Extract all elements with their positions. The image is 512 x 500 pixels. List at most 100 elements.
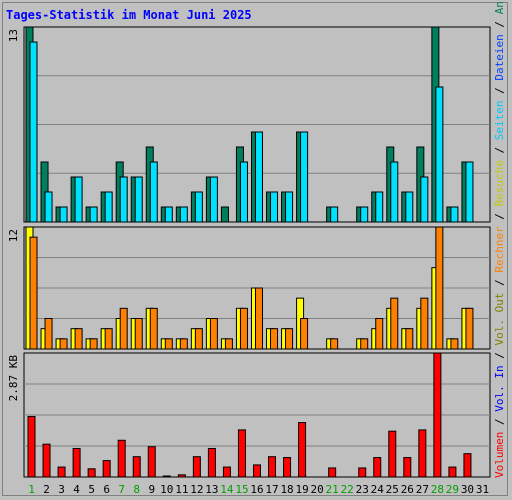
bar-rechner-day-4: [74, 328, 83, 350]
x-tick-label-day-20: 20: [311, 483, 324, 496]
bar-dateien-day-25: [390, 161, 399, 223]
bar-dateien-day-3: [59, 206, 68, 223]
x-tick-label-day-7: 7: [118, 483, 125, 496]
bar-rechner-day-28: [435, 226, 444, 350]
x-tick-label-day-17: 17: [265, 483, 278, 496]
bar-volumen-day-1: [27, 416, 36, 478]
bar-rechner-day-11: [179, 338, 188, 350]
bar-volumen-day-3: [57, 466, 66, 478]
bar-rechner-day-17: [270, 328, 279, 350]
bar-volumen-day-8: [132, 456, 141, 478]
x-tick-label-day-18: 18: [280, 483, 293, 496]
bar-rechner-day-16: [254, 287, 263, 350]
bar-dateien-day-9: [149, 161, 158, 223]
bar-rechner-day-24: [375, 318, 384, 350]
x-tick-label-day-19: 19: [295, 483, 308, 496]
bar-rechner-day-21: [330, 338, 339, 350]
bar-rechner-day-6: [104, 328, 113, 350]
bar-dateien-day-19: [300, 131, 309, 223]
bar-dateien-day-1: [29, 41, 38, 223]
bar-dateien-day-12: [194, 191, 203, 223]
x-tick-label-day-31: 31: [476, 483, 489, 496]
bar-dateien-day-21: [330, 206, 339, 223]
bar-rechner-day-13: [209, 318, 218, 350]
bar-volumen-day-13: [207, 447, 216, 478]
bar-dateien-day-24: [375, 191, 384, 223]
bar-volumen-day-27: [418, 429, 427, 478]
bar-dateien-day-13: [209, 176, 218, 223]
x-tick-label-day-15: 15: [235, 483, 248, 496]
bar-volumen-day-19: [298, 422, 307, 478]
bar-volumen-day-30: [463, 453, 472, 478]
bar-rechner-day-3: [59, 338, 68, 350]
x-tick-label-day-21: 21: [326, 483, 339, 496]
bar-dateien-day-5: [89, 206, 98, 223]
bar-volumen-day-29: [448, 466, 457, 478]
x-tick-label-day-8: 8: [133, 483, 140, 496]
x-tick-label-day-29: 29: [446, 483, 459, 496]
bar-rechner-day-30: [465, 307, 474, 350]
bar-dateien-day-15: [239, 161, 248, 223]
bar-volumen-day-7: [117, 439, 126, 478]
bar-volumen-day-26: [403, 457, 412, 478]
bar-rechner-day-9: [149, 307, 158, 350]
x-tick-label-day-1: 1: [28, 483, 35, 496]
x-tick-label-day-12: 12: [190, 483, 203, 496]
bar-volumen-day-5: [87, 468, 96, 478]
bar-rechner-day-2: [44, 318, 53, 350]
x-tick-label-day-22: 22: [341, 483, 354, 496]
bar-dateien-day-18: [285, 191, 294, 223]
x-tick-label-day-9: 9: [148, 483, 155, 496]
bar-rechner-day-7: [119, 307, 128, 350]
bar-rechner-day-5: [89, 338, 98, 350]
bar-volumen-day-17: [268, 456, 277, 478]
bar-volumen-day-16: [252, 464, 261, 478]
x-tick-label-day-27: 27: [416, 483, 429, 496]
x-tick-label-day-11: 11: [175, 483, 188, 496]
x-tick-label-day-2: 2: [43, 483, 50, 496]
bar-rechner-day-19: [300, 318, 309, 350]
bar-volumen-day-18: [283, 457, 292, 478]
legend-item-vol-out: Vol. Out: [493, 293, 506, 346]
bar-dateien-day-4: [74, 176, 83, 223]
bar-dateien-day-28: [435, 86, 444, 223]
bar-rechner-day-23: [360, 338, 369, 350]
bar-volumen-day-6: [102, 460, 111, 478]
legend-item-vol-in: Vol. In: [493, 365, 506, 411]
bar-volumen-day-9: [147, 446, 156, 478]
x-tick-label-day-6: 6: [103, 483, 110, 496]
legend-separator: /: [493, 140, 506, 160]
bar-volumen-day-10: [162, 475, 171, 478]
legend-item-dateien: Dateien: [493, 34, 506, 80]
bar-dateien-day-8: [134, 176, 143, 223]
bar-volumen-day-21: [328, 467, 337, 478]
bar-rechner-day-8: [134, 318, 143, 350]
bar-dateien-day-7: [119, 176, 128, 223]
bar-dateien-day-27: [420, 176, 429, 223]
bar-volumen-day-4: [72, 447, 81, 478]
bar-rechner-day-29: [450, 338, 459, 350]
bar-dateien-day-11: [179, 206, 188, 223]
bar-dateien-day-6: [104, 191, 113, 223]
x-tick-label-day-28: 28: [431, 483, 444, 496]
bar-rechner-day-12: [194, 328, 203, 350]
chart-title: Tages-Statistik im Monat Juni 2025: [6, 8, 252, 22]
y-max-label-bottom: 2.87 KB: [7, 355, 20, 402]
x-tick-label-day-26: 26: [401, 483, 414, 496]
bar-rechner-day-18: [285, 328, 294, 350]
bar-rechner-day-27: [420, 297, 429, 350]
legend-item-volumen: Volumen: [493, 432, 506, 478]
legend: Volumen / Vol. In / Vol. Out / Rechner /…: [493, 0, 506, 478]
x-tick-label-day-10: 10: [160, 483, 173, 496]
x-tick-label-day-24: 24: [371, 483, 385, 496]
x-tick-label-day-13: 13: [205, 483, 218, 496]
bar-dateien-day-26: [405, 191, 414, 223]
y-max-label-top: 13: [7, 29, 20, 42]
bar-volumen-day-12: [192, 456, 201, 478]
bar-volumen-day-2: [42, 443, 51, 478]
y-max-label-middle: 12: [7, 229, 20, 242]
bar-volumen-day-28: [433, 352, 442, 478]
legend-separator: /: [493, 81, 506, 101]
x-tick-label-day-23: 23: [356, 483, 369, 496]
bar-anfragen-day-14: [220, 206, 229, 223]
